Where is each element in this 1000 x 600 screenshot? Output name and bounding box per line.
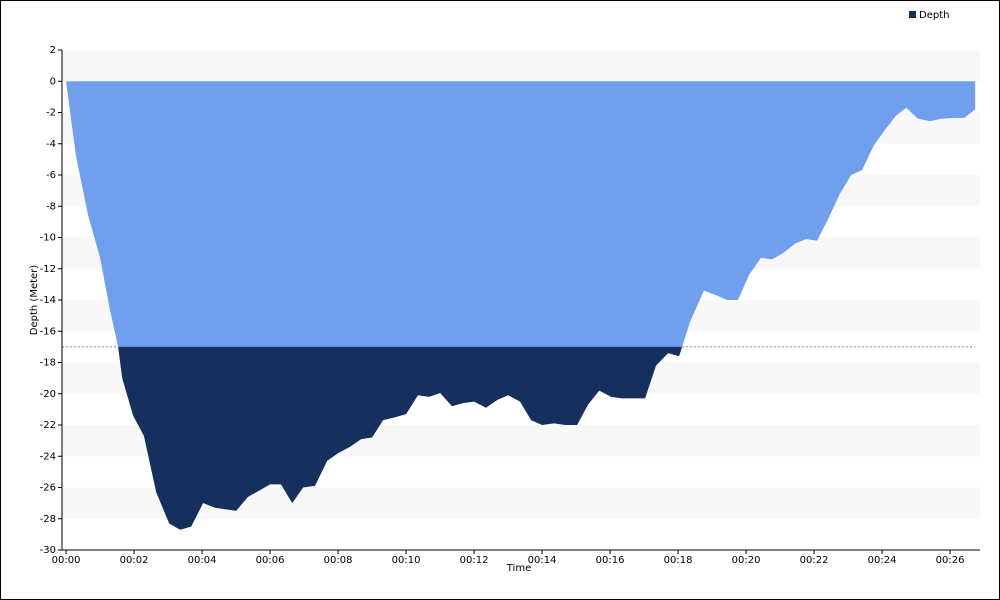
x-tick-label: 00:26: [936, 555, 965, 566]
y-tick-label: -16: [40, 326, 56, 337]
x-tick-label: 00:04: [188, 555, 217, 566]
x-tick-label: 00:24: [868, 555, 897, 566]
y-tick-label: -12: [40, 264, 56, 275]
y-tick-label: 0: [50, 76, 56, 87]
x-tick-label: 00:10: [392, 555, 421, 566]
y-axis-label: Depth (Meter): [29, 265, 40, 336]
y-tick-label: 2: [50, 45, 56, 56]
x-tick-label: 00:14: [528, 555, 557, 566]
y-tick-label: -28: [40, 514, 56, 525]
legend-swatch: [909, 11, 916, 18]
x-tick-label: 00:02: [120, 555, 149, 566]
y-tick-label: -22: [40, 420, 56, 431]
y-tick-label: -2: [46, 108, 56, 119]
y-tick-label: -14: [40, 295, 56, 306]
x-tick-label: 00:00: [52, 555, 81, 566]
area-below: [118, 346, 683, 530]
y-tick-label: -10: [40, 233, 56, 244]
x-axis-label: Time: [506, 563, 531, 574]
x-tick-label: 00:12: [460, 555, 489, 566]
y-tick-label: -18: [40, 358, 56, 369]
y-tick-label: -30: [40, 545, 56, 556]
x-tick-label: 00:16: [596, 555, 625, 566]
y-tick-label: -20: [40, 389, 56, 400]
x-tick-label: 00:06: [256, 555, 285, 566]
area-above: [66, 81, 976, 347]
x-tick-label: 00:22: [800, 555, 829, 566]
y-tick-label: -4: [46, 139, 56, 150]
y-tick-label: -26: [40, 483, 56, 494]
y-tick-label: -24: [40, 451, 56, 462]
x-tick-label: 00:08: [324, 555, 353, 566]
grid-band: [62, 50, 980, 82]
x-tick-label: 00:18: [664, 555, 693, 566]
y-tick-label: -8: [46, 201, 56, 212]
y-tick-label: -6: [46, 170, 56, 181]
x-tick-label: 00:20: [732, 555, 761, 566]
legend-label: Depth: [919, 10, 949, 21]
